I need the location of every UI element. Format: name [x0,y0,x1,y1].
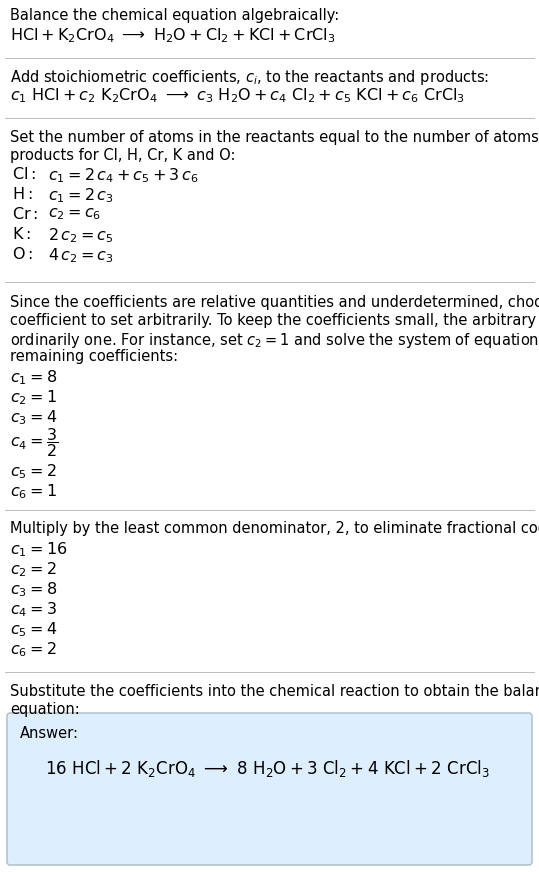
Text: $c_2 = c_6$: $c_2 = c_6$ [48,206,101,221]
Text: $c_6 = 1$: $c_6 = 1$ [10,482,57,501]
Text: $c_1 = 2\,c_4 + c_5 + 3\,c_6$: $c_1 = 2\,c_4 + c_5 + 3\,c_6$ [48,166,199,185]
Text: $c_4 = \dfrac{3}{2}$: $c_4 = \dfrac{3}{2}$ [10,426,58,459]
Text: $c_2 = 1$: $c_2 = 1$ [10,388,57,406]
Text: $c_2 = 2$: $c_2 = 2$ [10,560,57,579]
Text: coefficient to set arbitrarily. To keep the coefficients small, the arbitrary va: coefficient to set arbitrarily. To keep … [10,313,539,328]
Text: ordinarily one. For instance, set $c_2 = 1$ and solve the system of equations fo: ordinarily one. For instance, set $c_2 =… [10,331,539,350]
Text: $c_4 = 3$: $c_4 = 3$ [10,600,57,619]
Text: $c_5 = 4$: $c_5 = 4$ [10,620,57,638]
Text: $c_3 = 8$: $c_3 = 8$ [10,580,57,599]
Text: $\mathrm{16\ HCl + 2\ K_2CrO_4 \ \longrightarrow \ 8\ H_2O + 3\ Cl_2 + 4\ KCl + : $\mathrm{16\ HCl + 2\ K_2CrO_4 \ \longri… [45,758,490,779]
Text: Balance the chemical equation algebraically:: Balance the chemical equation algebraica… [10,8,339,23]
Text: $\mathrm{H:}$: $\mathrm{H:}$ [12,186,33,202]
Text: Multiply by the least common denominator, 2, to eliminate fractional coefficient: Multiply by the least common denominator… [10,521,539,536]
Text: $c_6 = 2$: $c_6 = 2$ [10,640,57,658]
Text: $c_3 = 4$: $c_3 = 4$ [10,408,57,426]
Text: $\mathrm{Cl:}$: $\mathrm{Cl:}$ [12,166,36,182]
Text: $2\,c_2 = c_5$: $2\,c_2 = c_5$ [48,226,114,245]
Text: Answer:: Answer: [20,726,79,741]
Text: Since the coefficients are relative quantities and underdetermined, choose a: Since the coefficients are relative quan… [10,295,539,310]
Text: Substitute the coefficients into the chemical reaction to obtain the balanced: Substitute the coefficients into the che… [10,684,539,699]
Text: Set the number of atoms in the reactants equal to the number of atoms in the: Set the number of atoms in the reactants… [10,130,539,145]
Text: $c_1\ \mathrm{HCl} + c_2\ \mathrm{K_2CrO_4} \ \longrightarrow \ c_3\ \mathrm{H_2: $c_1\ \mathrm{HCl} + c_2\ \mathrm{K_2CrO… [10,86,465,105]
Text: products for Cl, H, Cr, K and O:: products for Cl, H, Cr, K and O: [10,148,236,163]
Text: $\mathrm{K:}$: $\mathrm{K:}$ [12,226,31,242]
Text: $\mathrm{O:}$: $\mathrm{O:}$ [12,246,33,262]
Text: $c_1 = 16$: $c_1 = 16$ [10,540,67,559]
Text: $c_1 = 2\,c_3$: $c_1 = 2\,c_3$ [48,186,114,205]
Text: $c_1 = 8$: $c_1 = 8$ [10,368,57,386]
Text: $c_5 = 2$: $c_5 = 2$ [10,462,57,480]
Text: $\mathrm{HCl + K_2CrO_4 \ \longrightarrow \ H_2O + Cl_2 + KCl + CrCl_3}$: $\mathrm{HCl + K_2CrO_4 \ \longrightarro… [10,26,336,44]
Text: Add stoichiometric coefficients, $c_i$, to the reactants and products:: Add stoichiometric coefficients, $c_i$, … [10,68,489,87]
FancyBboxPatch shape [7,713,532,865]
Text: $4\,c_2 = c_3$: $4\,c_2 = c_3$ [48,246,114,265]
Text: equation:: equation: [10,702,80,717]
Text: remaining coefficients:: remaining coefficients: [10,349,178,364]
Text: $\mathrm{Cr:}$: $\mathrm{Cr:}$ [12,206,38,222]
